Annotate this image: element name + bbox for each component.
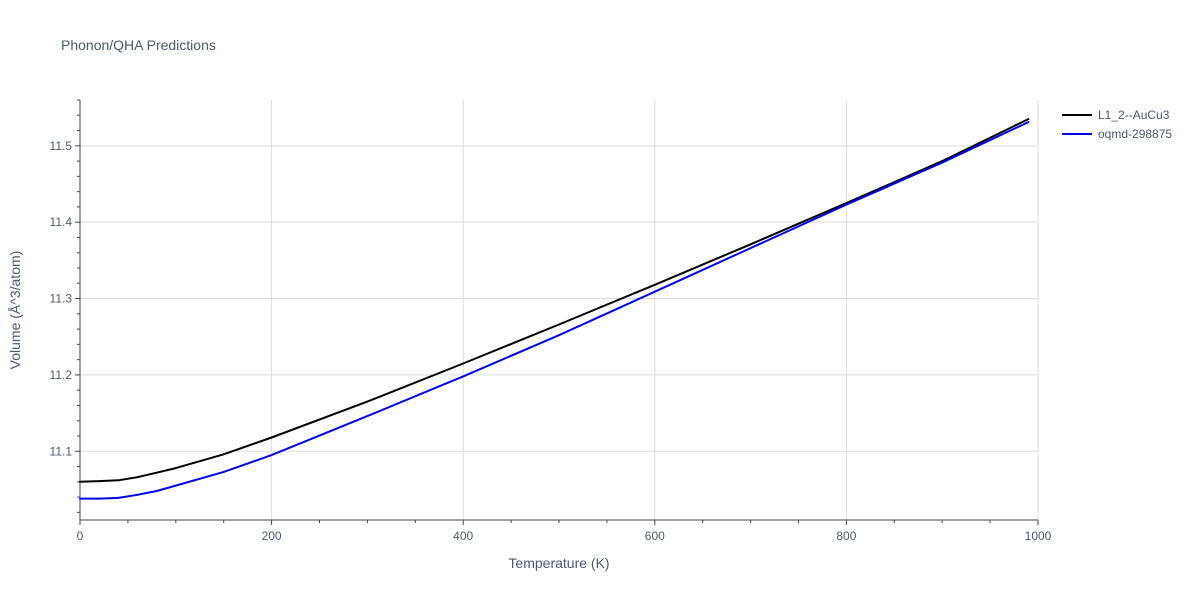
legend-item-2[interactable]: oqmd-298875 xyxy=(1062,127,1172,141)
series-line-1 xyxy=(79,118,1030,483)
grid xyxy=(80,100,1039,520)
x-tick-label: 1000 xyxy=(1025,529,1052,543)
y-tick-label: 11.5 xyxy=(50,139,73,153)
x-axis-title: Temperature (K) xyxy=(508,555,609,571)
x-tick-label: 400 xyxy=(453,529,473,543)
y-axis-title: Volume (Å^3/atom) xyxy=(7,251,23,370)
y-tick-label: 11.3 xyxy=(50,292,73,306)
y-tick-label: 11.1 xyxy=(50,444,73,458)
x-tick-label: 0 xyxy=(77,529,84,543)
series-layer xyxy=(79,118,1030,500)
y-tick-label: 11.2 xyxy=(50,368,73,382)
x-tick-label: 800 xyxy=(836,529,856,543)
series-line-2 xyxy=(79,121,1030,500)
legend-label: L1_2--AuCu3 xyxy=(1098,108,1170,122)
legend[interactable]: L1_2--AuCu3 oqmd-298875 xyxy=(1062,108,1172,141)
x-tick-label: 200 xyxy=(262,529,282,543)
x-tick-label: 600 xyxy=(645,529,665,543)
axes: 0 200 400 600 800 1000 11.1 11.2 11.3 11.4 11.5 xyxy=(50,99,1052,543)
chart-title: Phonon/QHA Predictions xyxy=(61,37,216,53)
legend-item-1[interactable]: L1_2--AuCu3 xyxy=(1062,108,1170,122)
legend-label: oqmd-298875 xyxy=(1098,127,1172,141)
y-tick-label: 11.4 xyxy=(50,215,73,229)
